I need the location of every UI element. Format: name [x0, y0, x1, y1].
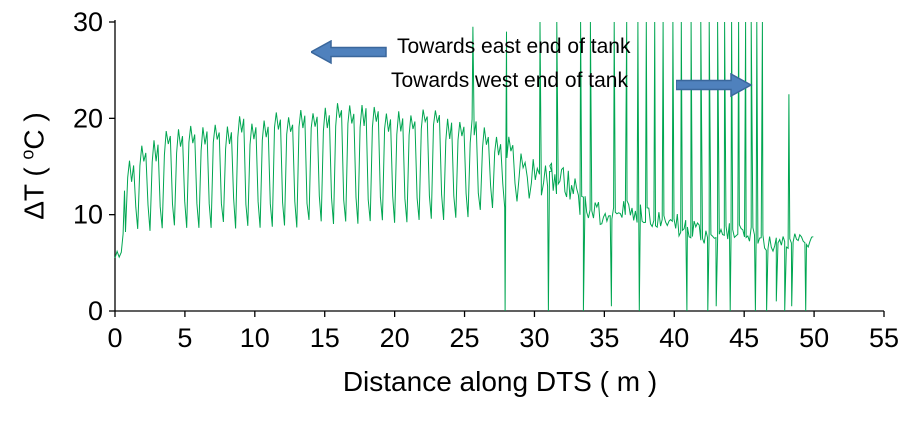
x-tick-label: 5	[177, 323, 192, 353]
x-axis-title: Distance along DTS ( m )	[342, 366, 658, 397]
x-tick-label: 50	[799, 323, 829, 353]
y-tick-label: 20	[73, 103, 103, 133]
y-axis-title: ΔT ( oC )	[17, 112, 50, 220]
y-axis-title-unit: C )	[18, 112, 50, 150]
x-tick-label: 0	[107, 323, 122, 353]
left-arrow-shape	[311, 40, 387, 65]
y-tick-label: 0	[88, 296, 103, 326]
y-axis-title-text: ΔT (	[18, 159, 50, 220]
y-tick-label: 10	[73, 200, 103, 230]
annotation-west-end: Towards west end of tank	[391, 69, 628, 92]
x-tick-label: 45	[729, 323, 759, 353]
x-tick-label: 10	[240, 323, 270, 353]
annotation-east-end: Towards east end of tank	[397, 35, 631, 58]
degree-superscript: o	[17, 149, 38, 160]
x-tick-label: 30	[519, 323, 549, 353]
left-arrow-icon	[311, 40, 387, 65]
right-arrow-shape	[676, 73, 753, 98]
dts-series-line	[114, 21, 814, 312]
x-tick-label: 55	[869, 323, 899, 353]
right-arrow-icon	[676, 73, 753, 98]
y-tick-label: 30	[73, 7, 103, 37]
x-tick-label: 15	[310, 323, 340, 353]
x-tick-label: 35	[589, 323, 619, 353]
x-tick-label: 40	[659, 323, 689, 353]
x-tick-label: 20	[380, 323, 410, 353]
x-tick-label: 25	[450, 323, 480, 353]
